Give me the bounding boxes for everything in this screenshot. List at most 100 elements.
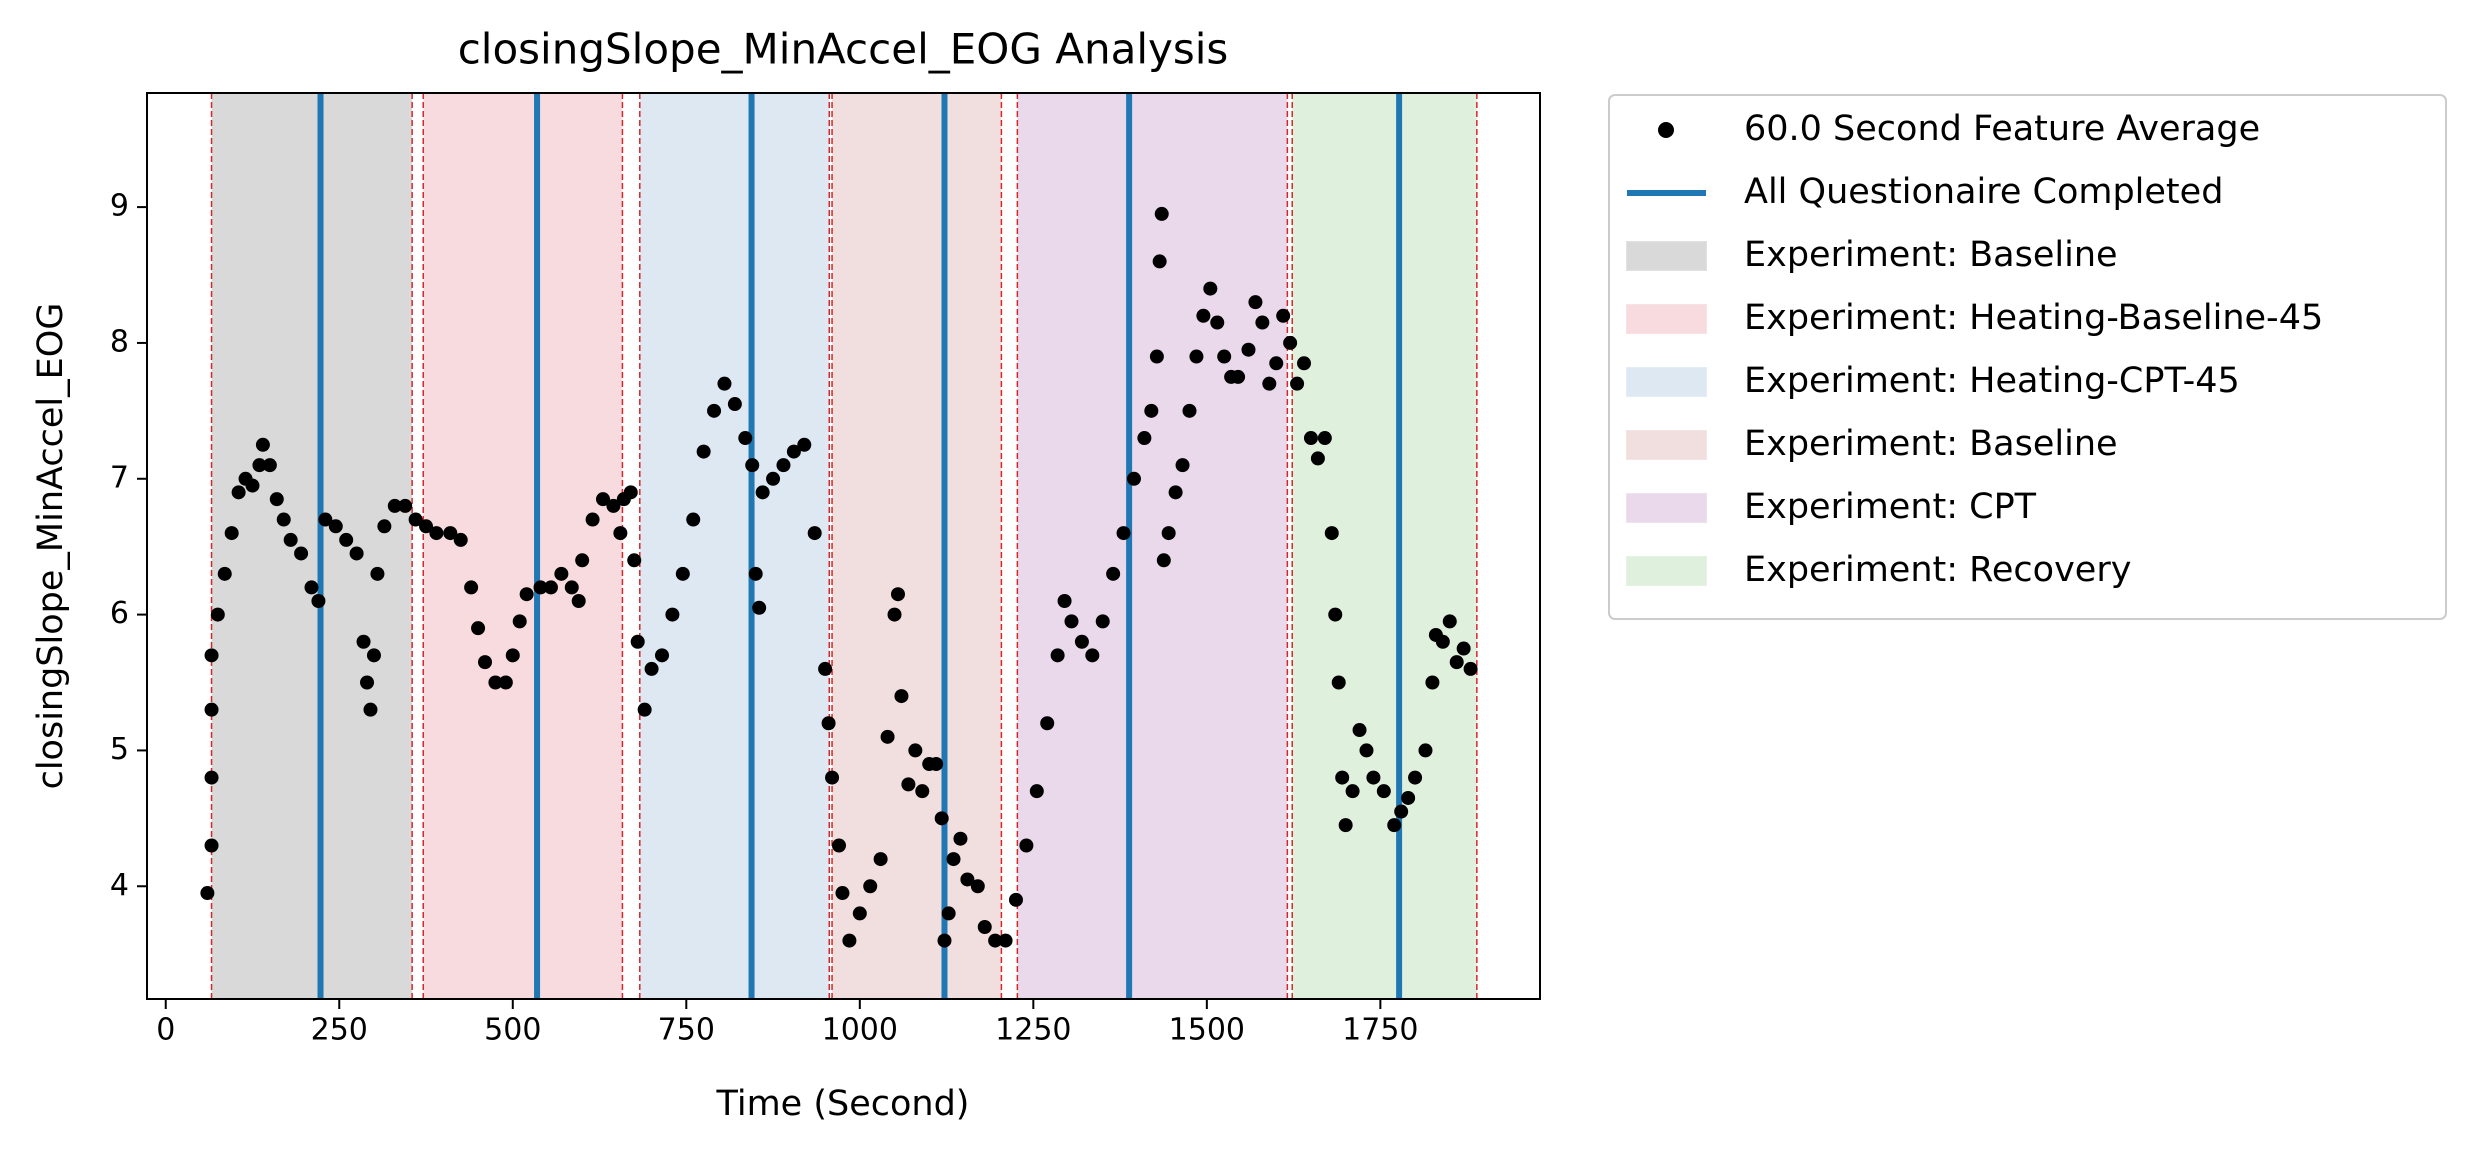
data-point xyxy=(1248,295,1263,310)
data-point xyxy=(1210,315,1225,330)
y-axis-label: closingSlope_MinAccel_EOG xyxy=(31,303,71,790)
x-tick-label: 500 xyxy=(484,1013,541,1048)
data-point xyxy=(644,661,659,676)
data-point xyxy=(1317,431,1332,446)
y-tick-label: 8 xyxy=(110,324,129,359)
legend-marker xyxy=(1658,122,1674,138)
data-point xyxy=(970,879,985,894)
data-point xyxy=(880,729,895,744)
x-tick-label: 750 xyxy=(658,1013,715,1048)
x-tick-label: 1250 xyxy=(995,1013,1071,1048)
data-point xyxy=(1152,254,1167,269)
data-point xyxy=(269,492,284,507)
data-point xyxy=(377,519,392,534)
region xyxy=(639,93,830,999)
y-tick-label: 9 xyxy=(110,189,129,224)
data-point xyxy=(429,526,444,541)
data-point xyxy=(204,838,219,853)
data-point xyxy=(1168,485,1183,500)
data-point xyxy=(1324,526,1339,541)
x-tick-label: 250 xyxy=(311,1013,368,1048)
legend-label: Experiment: Baseline xyxy=(1744,424,2118,464)
x-axis-label: Time (Second) xyxy=(716,1084,970,1124)
legend-label: Experiment: CPT xyxy=(1744,487,2037,527)
data-point xyxy=(842,933,857,948)
region xyxy=(832,93,1002,999)
data-point xyxy=(873,852,888,867)
legend-label: Experiment: Baseline xyxy=(1744,235,2118,275)
data-point xyxy=(890,587,905,602)
data-point xyxy=(1149,349,1164,364)
data-point xyxy=(1196,308,1211,323)
data-point xyxy=(366,648,381,663)
data-point xyxy=(283,532,298,547)
data-point xyxy=(1401,790,1416,805)
data-point xyxy=(1449,655,1464,670)
data-point xyxy=(755,485,770,500)
data-point xyxy=(1269,356,1284,371)
data-point xyxy=(1435,634,1450,649)
data-point xyxy=(328,519,343,534)
data-point xyxy=(360,675,375,690)
data-point xyxy=(1137,431,1152,446)
legend-box xyxy=(1608,94,2447,620)
data-point xyxy=(707,403,722,418)
data-point xyxy=(863,879,878,894)
data-point xyxy=(204,648,219,663)
data-point xyxy=(1359,743,1374,758)
legend-label: Experiment: Recovery xyxy=(1744,550,2131,590)
legend-marker xyxy=(1626,367,1707,397)
data-point xyxy=(1255,315,1270,330)
data-point xyxy=(894,689,909,704)
data-point xyxy=(821,716,836,731)
data-point xyxy=(262,458,277,473)
data-point xyxy=(786,444,801,459)
data-point xyxy=(1144,403,1159,418)
data-point xyxy=(1442,614,1457,629)
region xyxy=(1017,93,1288,999)
region xyxy=(211,93,413,999)
data-point xyxy=(349,546,364,561)
data-point xyxy=(1456,641,1471,656)
data-point xyxy=(408,512,423,527)
y-tick-label: 7 xyxy=(110,460,129,495)
data-point xyxy=(543,580,558,595)
y-tick-label: 6 xyxy=(110,596,129,631)
data-point xyxy=(825,770,840,785)
data-point xyxy=(1328,607,1343,622)
data-point xyxy=(1154,206,1169,221)
data-point xyxy=(217,566,232,581)
data-point xyxy=(727,397,742,412)
data-point xyxy=(571,594,586,609)
data-point xyxy=(1283,335,1298,350)
data-point xyxy=(204,702,219,717)
data-point xyxy=(1040,716,1055,731)
data-point xyxy=(204,770,219,785)
data-point xyxy=(1387,818,1402,833)
data-point xyxy=(356,634,371,649)
data-point xyxy=(1345,784,1360,799)
legend-marker xyxy=(1626,493,1707,523)
data-point xyxy=(419,519,434,534)
data-point xyxy=(255,437,270,452)
data-point xyxy=(245,478,260,493)
data-point xyxy=(1366,770,1381,785)
data-point xyxy=(471,621,486,636)
data-point xyxy=(752,600,767,615)
data-point xyxy=(200,886,215,901)
data-point xyxy=(1116,526,1131,541)
data-point xyxy=(717,376,732,391)
x-tick-label: 1750 xyxy=(1342,1013,1418,1048)
data-point xyxy=(453,532,468,547)
data-point xyxy=(294,546,309,561)
data-point xyxy=(1331,675,1346,690)
data-point xyxy=(252,458,267,473)
data-point xyxy=(818,661,833,676)
data-point xyxy=(1241,342,1256,357)
data-point xyxy=(596,492,611,507)
data-point xyxy=(745,458,760,473)
data-point xyxy=(1074,634,1089,649)
data-point xyxy=(1418,743,1433,758)
data-point xyxy=(1203,281,1218,296)
